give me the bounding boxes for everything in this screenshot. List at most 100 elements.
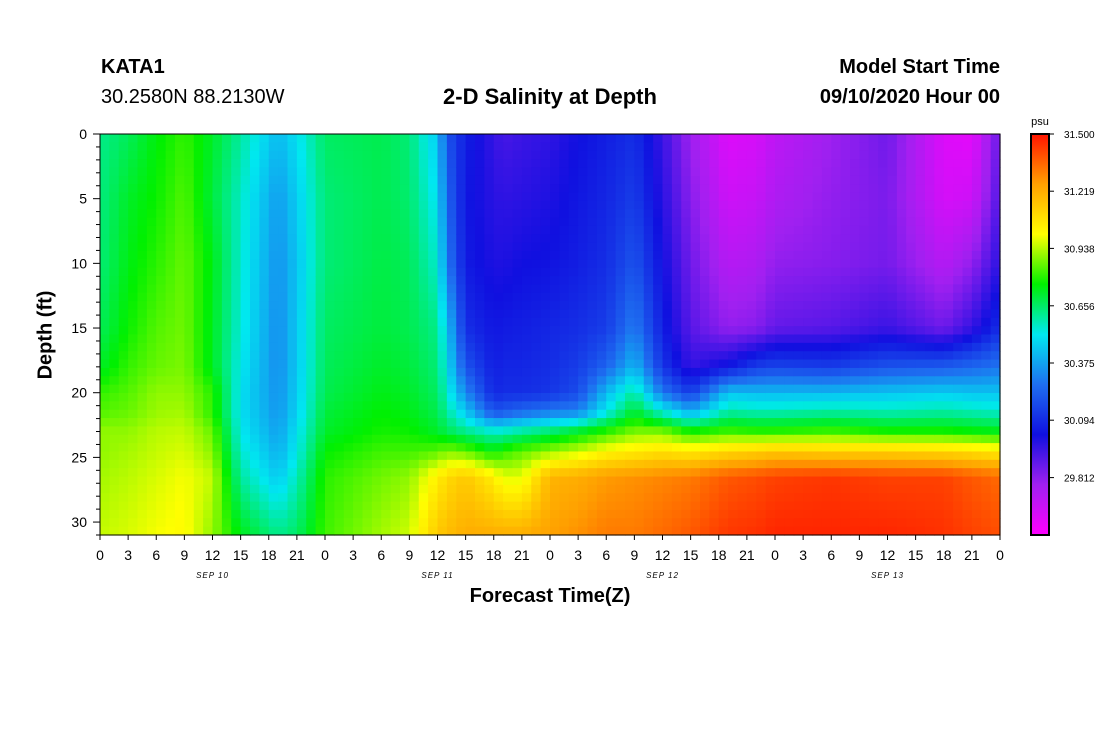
heatmap-cell (671, 484, 682, 494)
heatmap-cell (700, 326, 710, 336)
heatmap-cell (493, 468, 504, 478)
heatmap-cell (212, 150, 223, 160)
heatmap-cell (775, 526, 785, 536)
heatmap-cell (493, 175, 504, 185)
heatmap-cell (681, 167, 692, 177)
heatmap-cell (221, 451, 232, 461)
heatmap-cell (812, 476, 823, 486)
heatmap-cell (118, 150, 129, 160)
heatmap-cell (662, 301, 673, 311)
heatmap-cell (559, 518, 570, 528)
heatmap-cell (203, 459, 214, 469)
heatmap-cell (962, 493, 973, 503)
heatmap-cell (887, 184, 898, 194)
heatmap-cell (878, 409, 889, 419)
heatmap-cell (212, 217, 223, 227)
heatmap-cell (203, 267, 214, 277)
heatmap-cell (634, 267, 645, 277)
heatmap-cell (887, 284, 898, 294)
heatmap-cell (934, 209, 945, 219)
heatmap-cell (578, 142, 589, 152)
heatmap-cell (615, 451, 626, 461)
heatmap-cell (943, 359, 954, 369)
heatmap-cell (221, 159, 232, 169)
heatmap-cell (521, 401, 532, 411)
heatmap-cell (906, 250, 917, 260)
heatmap-cell (353, 292, 364, 302)
heatmap-cell (868, 301, 879, 311)
heatmap-cell (625, 459, 635, 469)
heatmap-cell (250, 167, 260, 177)
heatmap-cell (550, 501, 560, 511)
heatmap-cell (418, 159, 429, 169)
heatmap-cell (868, 242, 879, 252)
x-axis-label: Forecast Time(Z) (469, 585, 631, 607)
heatmap-cell (840, 509, 851, 519)
heatmap-cell (850, 159, 860, 169)
heatmap-cell (859, 250, 870, 260)
heatmap-cell (896, 209, 907, 219)
heatmap-cell (343, 334, 354, 344)
heatmap-cell (465, 459, 476, 469)
heatmap-cell (325, 443, 335, 453)
heatmap-cell (821, 184, 832, 194)
heatmap-cell (456, 334, 467, 344)
heatmap-cell (221, 225, 232, 235)
heatmap-cell (625, 342, 635, 352)
heatmap-cell (203, 351, 214, 361)
heatmap-cell (100, 267, 110, 277)
heatmap-cell (362, 259, 373, 269)
heatmap-cell (334, 426, 345, 436)
heatmap-cell (540, 459, 551, 469)
heatmap-cell (165, 259, 176, 269)
heatmap-cell (934, 484, 945, 494)
heatmap-cell (943, 401, 954, 411)
heatmap-cell (737, 217, 748, 227)
heatmap-cell (531, 476, 542, 486)
heatmap-cell (625, 367, 635, 377)
heatmap-cell (250, 351, 260, 361)
heatmap-cell (146, 376, 157, 386)
heatmap-cell (531, 468, 542, 478)
heatmap-cell (559, 192, 570, 202)
heatmap-cell (203, 150, 214, 160)
heatmap-cell (887, 526, 898, 536)
heatmap-cell (578, 351, 589, 361)
heatmap-cell (784, 217, 795, 227)
heatmap-cell (400, 317, 410, 327)
heatmap-cell (465, 234, 476, 244)
heatmap-cell (784, 175, 795, 185)
heatmap-cell (803, 259, 814, 269)
heatmap-cell (653, 384, 664, 394)
heatmap-cell (475, 459, 485, 469)
heatmap-cell (596, 351, 607, 361)
heatmap-cell (615, 384, 626, 394)
heatmap-cell (146, 134, 157, 143)
heatmap-cell (840, 418, 851, 427)
heatmap-cell (981, 476, 992, 486)
heatmap-cell (287, 526, 298, 536)
heatmap-cell (943, 526, 954, 536)
heatmap-cell (906, 526, 917, 536)
heatmap-cell (775, 326, 785, 336)
heatmap-cell (484, 401, 495, 411)
heatmap-cell (934, 526, 945, 536)
heatmap-cell (896, 443, 907, 453)
heatmap-cell (296, 434, 307, 444)
heatmap-cell (343, 142, 354, 152)
heatmap-cell (615, 401, 626, 411)
heatmap-cell (212, 434, 223, 444)
heatmap-cell (568, 392, 579, 402)
heatmap-cell (531, 401, 542, 411)
heatmap-cell (475, 192, 485, 202)
heatmap-cell (709, 342, 720, 352)
heatmap-cell (803, 342, 814, 352)
heatmap-cell (615, 509, 626, 519)
heatmap-cell (971, 159, 982, 169)
heatmap-cell (531, 276, 542, 285)
heatmap-cell (990, 359, 1001, 369)
heatmap-cell (296, 234, 307, 244)
heatmap-cell (156, 317, 167, 327)
heatmap-cell (278, 443, 289, 453)
heatmap-cell (718, 234, 729, 244)
